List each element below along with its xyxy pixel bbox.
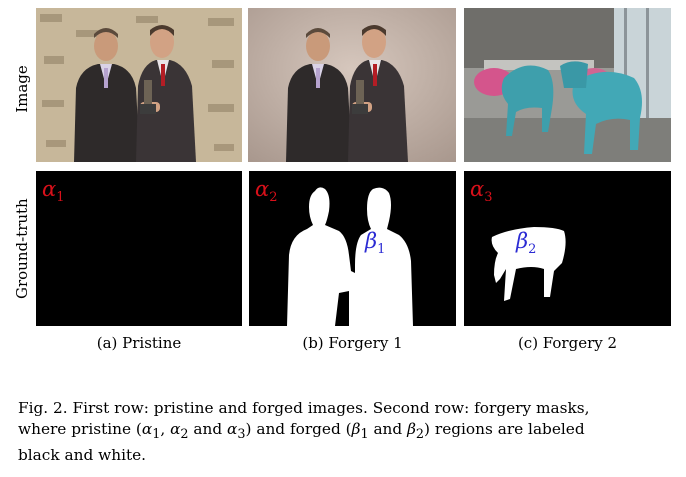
mask-pristine: α1 bbox=[36, 171, 242, 326]
subcaption-forgery-2: (c) Forgery 2 bbox=[517, 334, 618, 352]
subcaption-pristine: (a) Pristine bbox=[96, 334, 182, 352]
caption-line-2: where pristine (α1, α2 and α3) and forge… bbox=[18, 420, 585, 443]
figure: Image Ground-truth bbox=[13, 8, 671, 352]
subcaption-forgery-1: (b) Forgery 1 bbox=[302, 334, 403, 352]
mask-forgery-2: α3 β2 bbox=[464, 171, 671, 326]
mask-beta-2-label: β2 bbox=[516, 229, 537, 258]
mask-forgery-2-region bbox=[491, 227, 566, 301]
mask-forgery-1: α2 β1 bbox=[249, 171, 456, 326]
mask-alpha-2-label: α2 bbox=[255, 177, 278, 206]
caption-line-1: Fig. 2. First row: pristine and forged i… bbox=[18, 399, 590, 417]
mask-beta-1-label: β1 bbox=[365, 229, 386, 258]
image-pristine bbox=[36, 8, 242, 162]
figure-caption: Fig. 2. First row: pristine and forged i… bbox=[18, 398, 672, 466]
mask-alpha-3-label: α3 bbox=[470, 177, 493, 206]
row-label-image: Image bbox=[13, 65, 31, 113]
caption-line-3: black and white. bbox=[18, 446, 147, 465]
image-forgery-2 bbox=[464, 8, 671, 162]
mask-alpha-1-label: α1 bbox=[42, 177, 65, 206]
row-label-ground-truth: Ground-truth bbox=[13, 198, 31, 299]
mask-forgery-1-region bbox=[287, 187, 413, 326]
image-forgery-1 bbox=[248, 8, 456, 162]
